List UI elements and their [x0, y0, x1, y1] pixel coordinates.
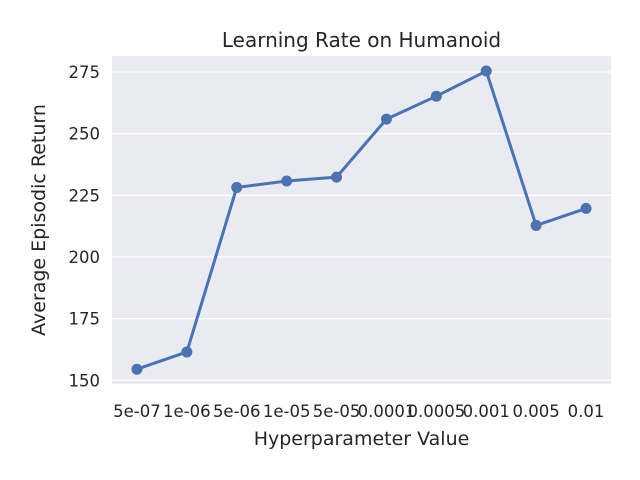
data-point [331, 171, 343, 183]
x-tick-label: 1e-05 [263, 402, 311, 421]
x-tick-label: 1e-06 [163, 402, 211, 421]
data-point [480, 65, 492, 77]
data-point [281, 175, 293, 187]
data-point [530, 219, 542, 231]
chart-title: Learning Rate on Humanoid [222, 28, 501, 52]
y-tick-label: 150 [69, 371, 101, 390]
y-tick-label: 225 [69, 186, 101, 205]
data-point [430, 90, 442, 102]
data-point [131, 363, 143, 375]
x-tick-label: 0.0001 [358, 402, 416, 421]
data-point [231, 181, 243, 193]
x-tick-label: 5e-05 [313, 402, 361, 421]
y-tick-label: 175 [69, 310, 101, 329]
data-point [380, 113, 392, 125]
y-tick-labels: 150 175 200 225 250 275 [69, 63, 101, 390]
x-tick-label: 5e-07 [113, 402, 161, 421]
x-tick-label: 0.01 [568, 402, 605, 421]
x-axis-label: Hyperparameter Value [254, 428, 470, 450]
x-tick-label: 0.0005 [407, 402, 465, 421]
x-tick-label: 5e-06 [213, 402, 261, 421]
series-layer [131, 65, 592, 375]
y-axis-label: Average Episodic Return [28, 104, 50, 336]
y-tick-label: 250 [69, 125, 101, 144]
y-tick-label: 200 [69, 248, 101, 267]
x-tick-label: 0.001 [463, 402, 510, 421]
data-point [181, 346, 193, 358]
series-line [136, 69, 587, 371]
x-tick-label: 0.005 [513, 402, 560, 421]
grid-lines [112, 71, 611, 381]
data-point [580, 202, 592, 214]
x-tick-labels: 5e-07 1e-06 5e-06 1e-05 5e-050.00010.00050.0… [113, 402, 604, 421]
y-tick-label: 275 [69, 63, 101, 82]
